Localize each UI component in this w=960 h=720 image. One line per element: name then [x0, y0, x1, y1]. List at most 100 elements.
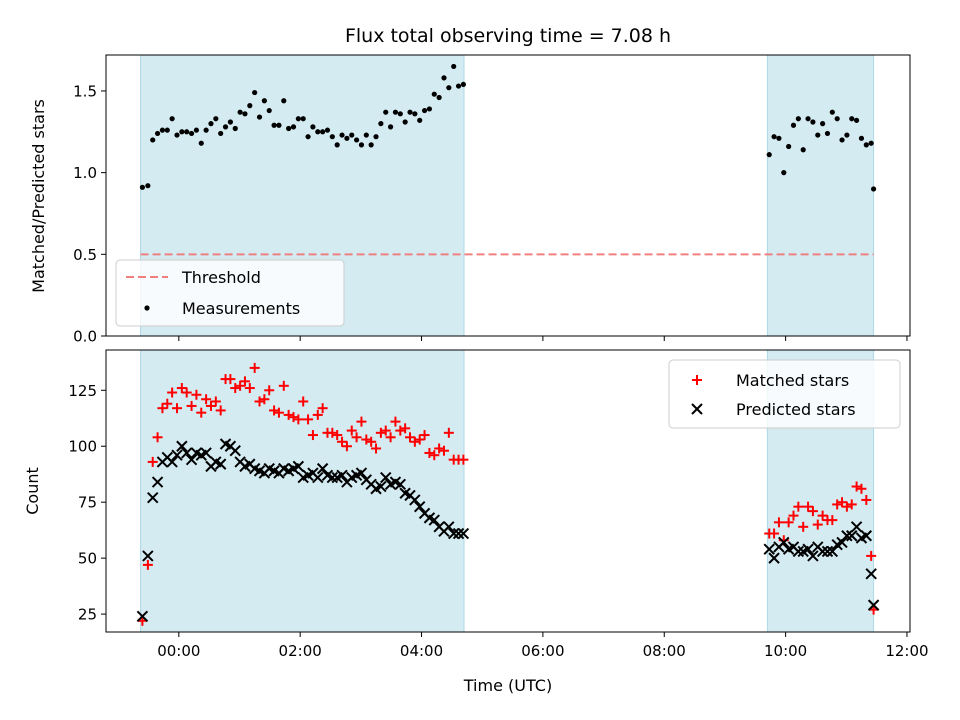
matched-stars-point	[269, 405, 280, 416]
matched-stars-point	[827, 515, 838, 526]
measurement-point	[300, 116, 306, 122]
matched-stars-point	[846, 499, 857, 510]
predicted-stars-point	[326, 471, 339, 484]
cross-stroke	[219, 438, 232, 450]
matched-stars-point	[783, 517, 794, 528]
matched-stars-point	[385, 432, 396, 443]
matched-stars-point	[769, 528, 780, 539]
matched-stars-point	[443, 427, 454, 438]
predicted-stars-point	[147, 492, 159, 504]
ratio-y-axis: 0.0 0.5 1.0 1.5	[73, 82, 106, 346]
measurement-point	[368, 142, 374, 148]
matched-stars-point	[142, 559, 153, 570]
matched-stars-point	[239, 376, 250, 387]
cross-stroke	[190, 447, 203, 459]
cross-stroke	[229, 445, 241, 457]
measurement-point	[402, 119, 408, 125]
cross-stroke	[248, 462, 261, 475]
cross-stroke	[380, 471, 392, 484]
predicted-stars-legend-marker	[691, 403, 703, 415]
measurement-point	[169, 116, 175, 122]
measurement-point	[795, 116, 801, 122]
measurement-point	[436, 94, 442, 101]
count-legend-box	[668, 359, 901, 429]
measurement-point	[174, 132, 180, 138]
matched-stars-point	[167, 387, 178, 398]
cross-stroke	[768, 552, 780, 564]
predicted-stars-legend-label: Predicted stars	[736, 400, 856, 419]
ratio-points	[139, 63, 877, 192]
measurement-point	[213, 116, 219, 122]
cross-stroke	[457, 527, 470, 540]
x-axis-label: Time (UTC)	[463, 676, 552, 695]
measurement-point	[766, 152, 772, 158]
predicted-stars-point	[136, 610, 149, 623]
ratio-legend-box	[115, 259, 345, 327]
predicted-stars-point	[316, 462, 329, 475]
cross-stroke	[180, 447, 193, 459]
predicted-stars-point	[312, 471, 324, 484]
cross-stroke	[836, 536, 848, 549]
cross-stroke	[268, 465, 280, 477]
matched-stars-point	[259, 394, 270, 405]
measurement-point	[397, 111, 403, 117]
measurement-point	[310, 124, 316, 130]
matched-stars-point	[210, 396, 221, 407]
cross-stroke	[321, 469, 334, 482]
measurement-point	[441, 75, 447, 81]
matched-stars-point	[181, 387, 192, 398]
predicted-stars-point	[836, 536, 848, 549]
matched-stars-point	[773, 517, 784, 528]
cross-stroke	[802, 543, 814, 555]
predicted-stars-point	[214, 458, 227, 470]
measurement-point	[266, 107, 272, 114]
cross-stroke	[147, 492, 159, 504]
predicted-stars-point	[428, 514, 440, 526]
predicted-stars-point	[821, 545, 834, 558]
measurement-point	[305, 134, 311, 140]
measurement-point	[271, 122, 277, 128]
matched-stars-point	[798, 521, 809, 532]
matched-stars-point	[235, 380, 246, 391]
matched-stars-point	[215, 405, 226, 416]
measurement-point	[426, 106, 433, 112]
measurement-point	[373, 134, 379, 140]
matched-stars-point	[264, 385, 275, 396]
measurement-point	[392, 109, 399, 115]
predicted-stars-legend-swatch	[691, 403, 703, 415]
x-tick-label: 04:00	[400, 642, 443, 660]
count-legend: Matched stars Predicted stars	[668, 359, 901, 429]
matched-stars-point	[244, 383, 255, 394]
predicted-stars-point	[200, 447, 212, 459]
x-tick-label: 08:00	[643, 642, 686, 660]
matched-stars-point	[856, 483, 867, 494]
measurement-point	[334, 142, 340, 148]
cross-stroke	[846, 530, 858, 542]
predicted-stars-points	[136, 438, 880, 623]
cross-stroke	[778, 536, 790, 549]
matched-stars-point	[429, 450, 440, 461]
measurement-point	[412, 111, 418, 117]
matched-stars-point	[157, 403, 168, 414]
measurement-point	[460, 81, 467, 88]
predicted-stars-point	[380, 471, 392, 484]
matched-stars-point	[832, 499, 843, 510]
cross-stroke	[414, 500, 426, 513]
predicted-stars-point	[846, 530, 858, 542]
ratio-y-tick-label: 1.0	[73, 164, 97, 182]
cross-stroke	[389, 476, 402, 488]
matched-stars-point	[395, 425, 406, 436]
predicted-stars-point	[355, 467, 368, 479]
measurement-point	[154, 130, 161, 137]
matched-stars-point	[400, 423, 411, 434]
matched-stars-point	[346, 425, 357, 436]
ratio-y-axis-label: Matched/Predicted stars	[29, 99, 48, 293]
cross-stroke	[763, 543, 775, 555]
measurement-point	[232, 125, 238, 132]
measurement-point	[139, 184, 146, 190]
measurement-point	[378, 121, 384, 127]
cross-stroke	[214, 458, 227, 470]
matched-stars-point	[147, 456, 158, 467]
predicted-stars-point	[292, 460, 305, 473]
measurement-point	[358, 142, 365, 148]
